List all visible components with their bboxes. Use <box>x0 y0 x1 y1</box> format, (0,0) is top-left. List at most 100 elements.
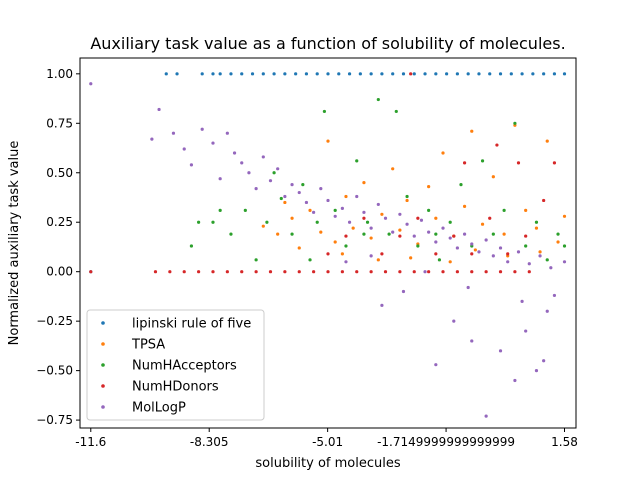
data-point <box>362 181 366 185</box>
data-point <box>175 72 179 76</box>
data-point <box>445 72 449 76</box>
data-point <box>552 72 557 76</box>
data-point <box>315 72 319 76</box>
data-point <box>524 329 528 333</box>
data-point <box>552 161 557 165</box>
data-point <box>387 232 391 236</box>
data-point <box>434 216 438 220</box>
data-point <box>276 232 280 236</box>
data-point <box>538 250 542 254</box>
legend-marker <box>101 384 105 388</box>
data-point <box>427 230 431 234</box>
data-point <box>542 72 546 76</box>
data-point <box>326 252 330 256</box>
legend-label: NumHAcceptors <box>132 359 237 374</box>
data-point <box>534 369 539 373</box>
y-tick-label: −0.50 <box>36 364 73 378</box>
legend-box <box>86 309 265 421</box>
data-point <box>229 72 233 76</box>
data-point <box>297 190 301 195</box>
y-axis-label: Normalized auxiliary task value <box>7 141 22 346</box>
x-tick-label: -8.305 <box>190 435 229 449</box>
data-point <box>462 232 467 236</box>
data-point <box>520 299 524 303</box>
data-point <box>405 222 409 226</box>
data-point <box>556 232 560 236</box>
series-3 <box>89 72 557 274</box>
data-point <box>276 167 280 171</box>
data-point <box>157 107 161 112</box>
data-point <box>466 285 470 290</box>
data-point <box>362 210 366 214</box>
legend-marker <box>101 342 105 346</box>
data-point <box>466 72 470 76</box>
data-point <box>549 266 553 270</box>
data-point <box>189 244 194 248</box>
data-point <box>283 194 287 199</box>
data-point <box>427 185 431 189</box>
data-point <box>380 252 384 256</box>
data-point <box>427 270 431 274</box>
data-point <box>491 254 495 258</box>
data-point <box>340 206 344 210</box>
data-point <box>200 127 204 131</box>
data-point <box>477 72 481 76</box>
data-point <box>376 202 380 207</box>
data-point <box>398 270 402 274</box>
data-point <box>283 200 287 205</box>
data-point <box>340 270 344 274</box>
data-point <box>509 72 513 76</box>
data-point <box>211 72 215 76</box>
data-point <box>441 151 445 155</box>
data-point <box>441 226 445 230</box>
data-point <box>218 208 222 212</box>
data-point <box>398 234 402 238</box>
legend-marker <box>101 405 105 409</box>
data-point <box>412 270 416 274</box>
data-point <box>304 72 309 76</box>
data-point <box>412 72 416 76</box>
data-point <box>333 240 337 244</box>
data-point <box>491 175 495 179</box>
data-point <box>470 270 474 274</box>
data-point <box>545 258 549 262</box>
data-point <box>182 270 186 274</box>
data-point <box>419 218 424 222</box>
data-point <box>524 244 528 248</box>
data-point <box>423 270 427 274</box>
data-point <box>383 270 388 274</box>
data-point <box>462 161 467 165</box>
data-point <box>326 198 330 203</box>
data-point <box>358 72 362 76</box>
data-point <box>243 208 247 212</box>
data-point <box>319 186 323 191</box>
data-point <box>340 252 344 256</box>
data-point <box>333 208 337 212</box>
y-tick-label: 1.00 <box>46 67 73 81</box>
data-point <box>470 339 474 343</box>
data-point <box>89 270 93 274</box>
data-point <box>290 183 294 187</box>
data-point <box>308 208 312 212</box>
data-point <box>398 212 402 216</box>
legend-marker <box>101 363 105 367</box>
data-point <box>218 177 222 181</box>
data-point <box>531 72 535 76</box>
data-point <box>484 238 488 242</box>
data-point <box>520 72 524 76</box>
data-point <box>405 194 409 199</box>
data-point <box>319 230 323 234</box>
data-point <box>383 216 388 220</box>
data-point <box>434 232 438 236</box>
chart-title: Auxiliary task value as a function of so… <box>90 34 565 53</box>
x-tick-label: -11.6 <box>75 435 106 449</box>
data-point <box>182 147 186 151</box>
data-point <box>333 214 337 218</box>
series-1 <box>261 123 567 264</box>
data-point <box>369 236 373 240</box>
data-point <box>455 270 459 274</box>
data-point <box>488 72 492 76</box>
data-point <box>391 72 395 76</box>
data-point <box>376 97 380 102</box>
